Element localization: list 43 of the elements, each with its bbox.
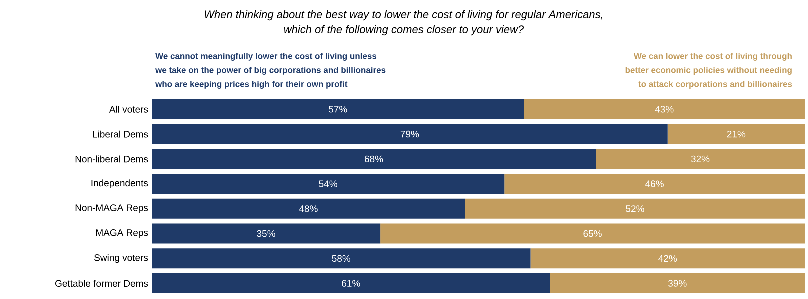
y-tick-label: Liberal Dems [93,130,148,138]
series-label: We cannot meaningfully lower the cost of living unless we take on the power of big corporations and billionaires who are keeping prices high for their own profit [156,53,386,89]
data-label: 79% [400,130,420,138]
bar [152,248,531,269]
data-label: 48% [299,206,318,212]
data-label: 43% [655,106,674,113]
bar [152,124,668,144]
bar [152,274,550,294]
bar [524,99,805,120]
bar [668,124,805,144]
series-label: We can lower the cost of living through better economic policies without needing to attack corporations and billionaires [626,53,792,89]
data-label: 46% [646,180,664,188]
data-label: 39% [668,280,687,287]
bar [465,198,805,219]
data-label: 61% [342,280,360,287]
bar [152,149,596,170]
y-tick-label: Non-MAGA Reps [76,204,148,214]
chart-title: When thinking about the best way to lower the cost of living for regular Americans, which of the following comes closer to your view? [205,10,603,36]
data-label: 42% [658,255,678,262]
bar [380,224,805,244]
data-label: 57% [328,106,348,113]
bar [550,274,805,294]
data-label: 52% [626,206,644,212]
y-tick-label: Independents [92,180,148,188]
bar [152,224,381,244]
bar [596,149,805,170]
data-label: 68% [365,156,384,163]
bar [152,198,466,219]
data-label: 54% [319,180,338,188]
y-tick-label: MAGA Reps [96,230,148,238]
y-tick-label: Non-liberal Dems [76,156,148,163]
bar [152,99,524,120]
y-tick-label: Gettable former Dems [56,280,148,288]
data-label: 65% [584,230,602,238]
data-label: 32% [691,156,710,163]
bar [504,174,805,194]
data-label: 21% [727,130,746,138]
y-tick-label: Swing voters [94,254,148,264]
data-label: 58% [332,255,351,262]
data-label: 35% [257,230,276,238]
bar [530,248,805,269]
bar [152,174,505,194]
y-tick-label: All voters [109,106,148,113]
